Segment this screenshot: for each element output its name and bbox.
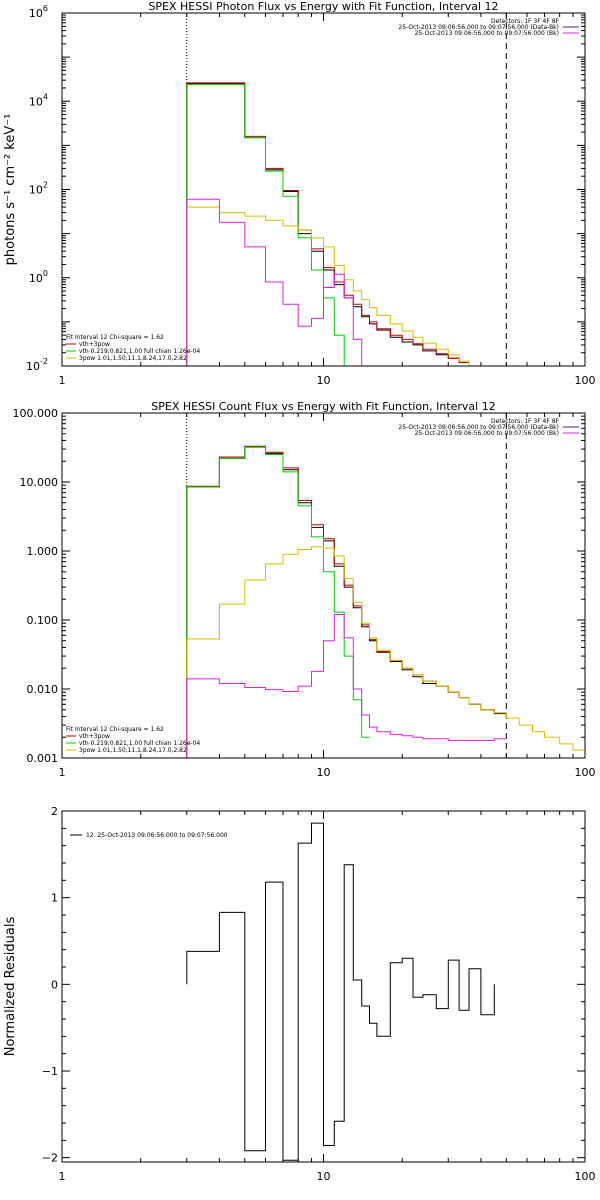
- y-tick-label: 10.000: [20, 476, 59, 489]
- y-tick-label: 0.010: [27, 683, 59, 696]
- series-vth: [186, 446, 370, 758]
- series-3pow: [186, 546, 585, 758]
- x-tick-label: 1: [59, 374, 66, 387]
- chart-panel-1: SPEX HESSI Photon Flux vs Energy with Fi…: [3, 0, 596, 387]
- y-axis-label: Normalized Residuals: [3, 917, 18, 1057]
- y-tick-label: 1: [51, 892, 58, 905]
- series-vth-3pow: [186, 82, 482, 366]
- legend-entry: Fit Interval 12 Chi-square = 1.62: [66, 726, 164, 733]
- legend-entry: vth+3pow: [79, 733, 110, 740]
- chart-panel-3: 1 10 100 −2 −1 0 1 2 Normalized Residuals 12. 25-…: [3, 805, 596, 1183]
- plot-frame: [61, 810, 586, 1163]
- series-vth-3pow: [186, 445, 507, 758]
- y-tick-label: 106: [29, 4, 48, 20]
- legend-entry: 12. 25-Oct-2013 09:06:56.000 to 09:07:56…: [86, 832, 228, 839]
- legend-entry: 25-Oct-2013 09:06:56.000 to 09:07:56.000…: [398, 424, 559, 431]
- series-residuals: [186, 822, 495, 1161]
- legend-entry: 25-Oct-2013 09:06:56.000 to 09:07:56.000…: [398, 24, 559, 31]
- legend-entry: 25-Oct-2013 09:06:56.000 to 09:07:56.000…: [415, 430, 559, 437]
- legend-entry: Detectors: 1F 3F 4F 8F: [491, 418, 560, 425]
- legend-entry: Detectors: 1F 3F 4F 8F: [491, 18, 560, 25]
- y-tick-label: 100.000: [13, 407, 59, 420]
- legend-entry: Fit Interval 12 Chi-square = 1.62: [66, 334, 164, 341]
- series-vth: [186, 84, 354, 366]
- x-tick-label: 100: [575, 766, 596, 779]
- plot-frame: [61, 412, 586, 759]
- y-tick-label: 104: [29, 92, 48, 108]
- x-tick-label: 10: [317, 766, 331, 779]
- x-tick-label: 1: [59, 1170, 66, 1183]
- legend-entry: 25-Oct-2013 09:06:56.000 to 09:07:56.000…: [415, 30, 559, 37]
- y-tick-label: 0.100: [27, 614, 59, 627]
- y-tick-label: −1: [42, 1065, 58, 1078]
- x-tick-label: 1: [59, 766, 66, 779]
- y-tick-label: 100: [29, 269, 48, 285]
- y-tick-label: 2: [51, 805, 58, 818]
- y-tick-label: 0.001: [27, 752, 59, 765]
- y-tick-label: 1.000: [27, 545, 59, 558]
- series-data-bk: [186, 83, 470, 366]
- plot-frame: [61, 12, 586, 367]
- series-3pow: [186, 206, 470, 366]
- series-bk: [186, 614, 507, 758]
- y-tick-label: 102: [29, 181, 48, 197]
- y-tick-label: 0: [51, 978, 58, 991]
- series-data-bk: [186, 446, 507, 758]
- x-tick-label: 100: [575, 374, 596, 387]
- legend-entry: 3pow 1.01,1.50,11.1,8.24,17.0,2.82: [79, 355, 187, 362]
- x-tick-label: 10: [317, 1170, 331, 1183]
- series-bk: [186, 198, 370, 366]
- y-tick-label: 10-2: [26, 357, 48, 373]
- chart-panel-2: SPEX HESSI Count Flux vs Energy with Fit…: [13, 400, 596, 779]
- y-tick-label: −2: [42, 1152, 58, 1165]
- x-tick-label: 10: [317, 374, 331, 387]
- y-axis-label: photons s⁻¹ cm⁻² keV⁻¹: [3, 114, 18, 266]
- legend-entry: vth 0.219,0.821,1.00 full chian 1.26e-04: [79, 348, 200, 355]
- chart-title: SPEX HESSI Photon Flux vs Energy with Fi…: [148, 0, 498, 13]
- legend-entry: vth 0.219,0.821,1.00 full chian 1.26e-04: [79, 740, 200, 747]
- legend-entry: vth+3pow: [79, 341, 110, 348]
- chart-title: SPEX HESSI Count Flux vs Energy with Fit…: [151, 400, 495, 413]
- x-tick-label: 100: [575, 1170, 596, 1183]
- legend-entry: 3pow 1.01,1.50,11.1,8.24,17.0,2.82: [79, 747, 187, 754]
